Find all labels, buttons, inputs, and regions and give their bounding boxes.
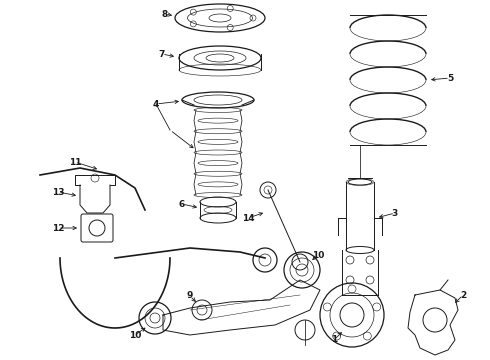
Text: 9: 9 — [187, 292, 193, 301]
Text: 12: 12 — [52, 224, 64, 233]
Text: 11: 11 — [69, 158, 81, 166]
Text: 2: 2 — [460, 291, 466, 300]
Text: 6: 6 — [179, 199, 185, 208]
Text: 4: 4 — [153, 99, 159, 108]
Text: 3: 3 — [392, 208, 398, 217]
Text: 14: 14 — [242, 213, 254, 222]
Text: 10: 10 — [312, 251, 324, 260]
Text: 5: 5 — [447, 73, 453, 82]
Text: 7: 7 — [159, 50, 165, 59]
Text: 10: 10 — [129, 330, 141, 339]
Text: 8: 8 — [162, 9, 168, 18]
Text: 13: 13 — [52, 188, 64, 197]
Text: 1: 1 — [331, 336, 337, 345]
